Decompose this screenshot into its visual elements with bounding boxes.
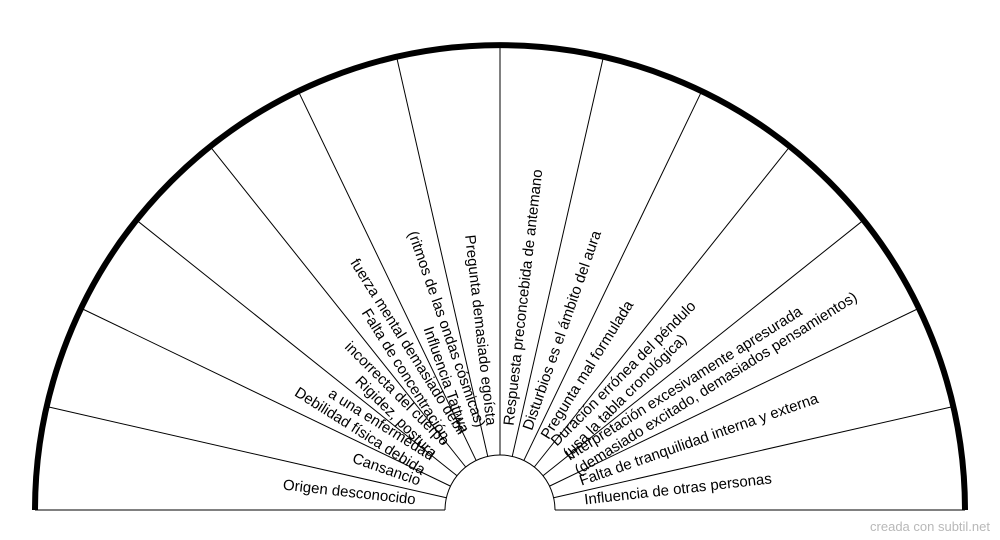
fan-segment: Interpretación excesivamente apresurada(… [563, 274, 861, 478]
footer-credit: creada con subtil.net [870, 519, 990, 534]
fan-inner-arc [445, 455, 555, 510]
